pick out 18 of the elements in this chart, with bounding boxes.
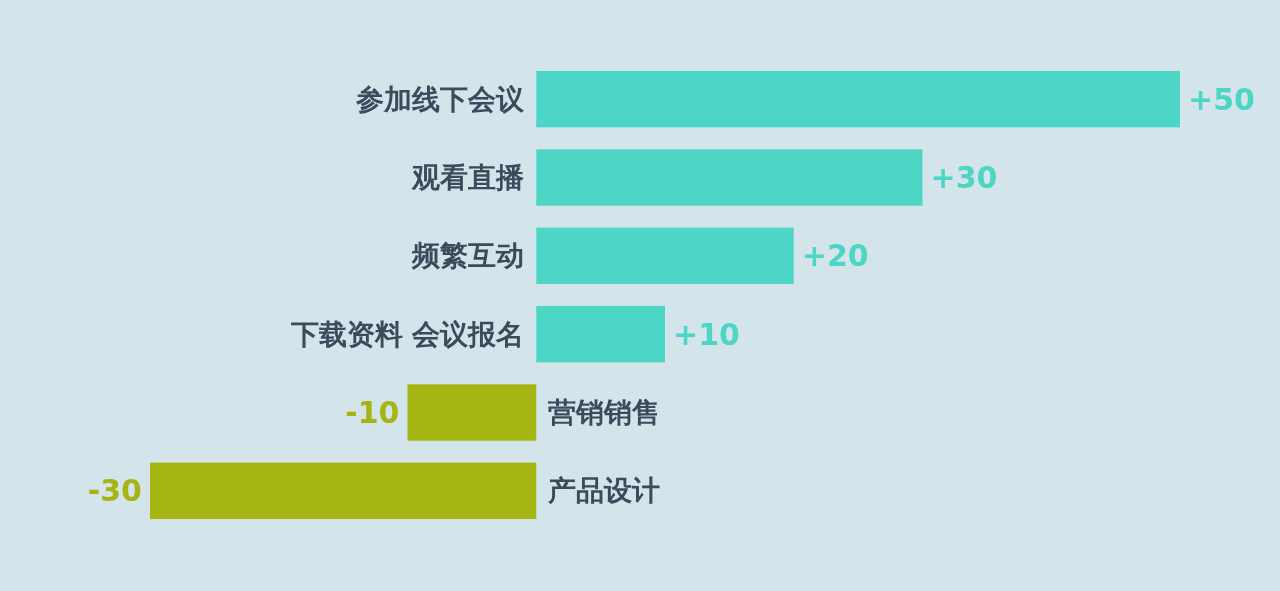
bar	[536, 70, 1180, 128]
bar	[536, 305, 665, 363]
y-tick-label: 参加线下会议	[355, 82, 526, 116]
data-label: +20	[801, 238, 869, 274]
y-tick-label: 产品设计	[547, 474, 661, 508]
data-label: +30	[930, 160, 998, 195]
y-tick-label: 下载资料 会议报名	[289, 317, 525, 351]
y-tick-label: 观看直播	[411, 161, 525, 194]
data-label: +50	[1188, 81, 1255, 117]
data-label: +10	[673, 316, 740, 352]
bar	[536, 227, 794, 285]
data-label: -30	[87, 473, 142, 509]
y-tick-label: 营销销售	[547, 396, 661, 429]
data-label: -10	[345, 395, 400, 430]
y-tick-label: 频繁互动	[411, 239, 525, 273]
bar	[150, 462, 537, 520]
bar	[536, 149, 923, 206]
bar	[407, 384, 537, 441]
